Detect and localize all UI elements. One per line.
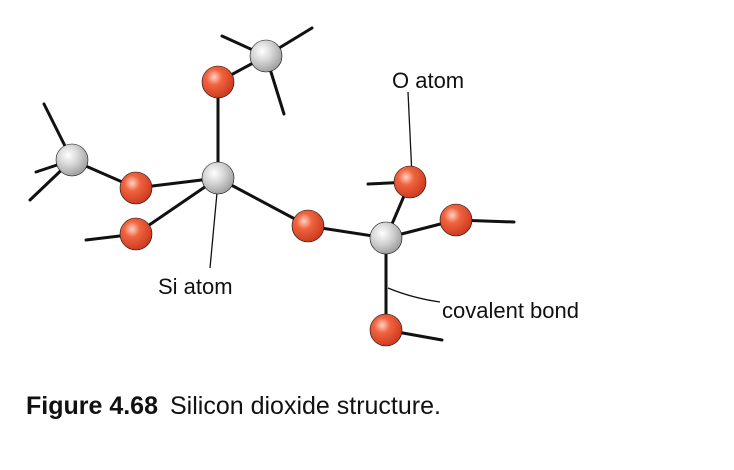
leader-lines [209,91,441,303]
si-atom-leader [209,181,219,269]
oxygen-atom [393,165,427,199]
figure-caption: Figure 4.68 Silicon dioxide structure. [26,392,441,421]
silicon-atom [201,161,235,195]
oxygen-atom [291,209,325,243]
si-atom-label: Si atom [158,274,233,299]
covalent-bond-label: covalent bond [442,298,579,323]
oxygen-atom [119,217,153,251]
oxygen-atom [369,313,403,347]
silicon-atoms [55,39,403,255]
silicon-atom [55,143,89,177]
figure-number: Figure 4.68 [26,392,158,420]
bond [216,176,310,228]
bond [134,176,220,236]
oxygen-atom [439,203,473,237]
figure-caption-text: Silicon dioxide structure. [170,392,441,420]
oxygen-atoms [119,65,473,347]
o-atom-label: O atom [392,68,464,93]
oxygen-atom [201,65,235,99]
oxygen-atom [119,171,153,205]
silicon-atom [249,39,283,73]
covalent-bond-leader [387,287,441,303]
silicon-atom [369,221,403,255]
o-atom-leader [407,91,413,177]
